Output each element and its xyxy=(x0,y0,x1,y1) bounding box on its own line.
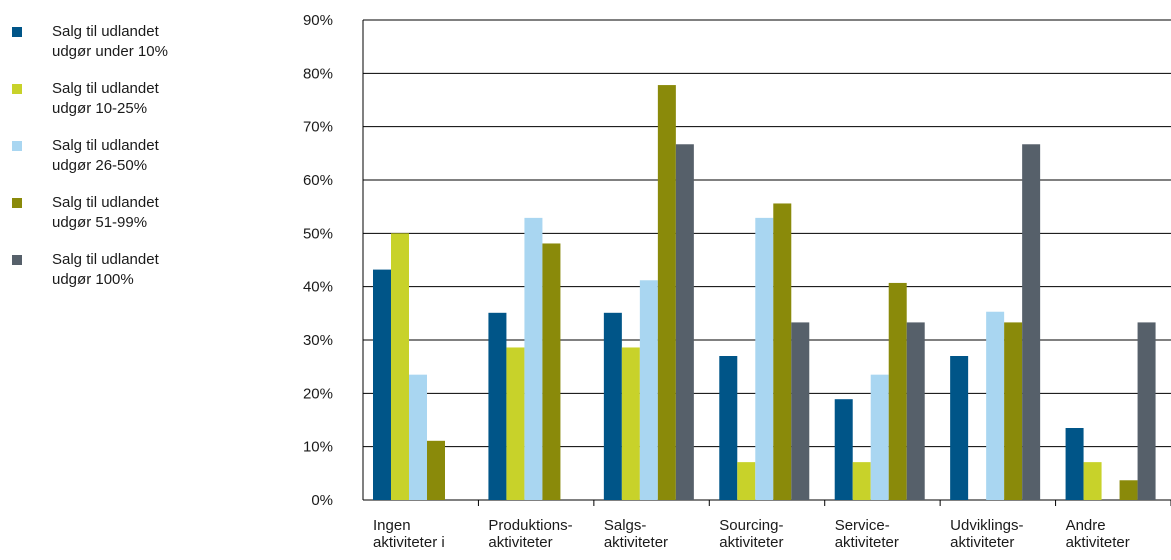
legend-item: Salg til udlandet udgør 26-50% xyxy=(12,136,242,176)
bar-series-3 xyxy=(870,374,889,500)
x-tick-label: aktiviteter i xyxy=(373,534,445,551)
x-tick-label: aktiviteter xyxy=(719,534,783,551)
legend-label: Salg til udlandet udgør 51-99% xyxy=(52,194,159,231)
y-tick-label: 40% xyxy=(303,279,333,296)
bar-series-3 xyxy=(524,217,543,500)
legend-item: Salg til udlandet udgør under 10% xyxy=(12,22,242,62)
chart-legend: Salg til udlandet udgør under 10% Salg ti… xyxy=(12,22,242,307)
bar-series-2 xyxy=(737,462,756,500)
y-tick-label: 80% xyxy=(303,65,333,82)
x-tick-label: aktiviteter xyxy=(950,534,1014,551)
x-tick-label: aktiviteter xyxy=(604,534,668,551)
legend-label: Salg til udlandet udgør 10-25% xyxy=(52,80,159,117)
bar-series-3 xyxy=(986,311,1005,500)
bar-series-3 xyxy=(639,280,658,500)
bar-series-1 xyxy=(603,312,622,500)
bar-series-4 xyxy=(657,85,676,501)
x-tick-label: Andre xyxy=(1066,517,1106,534)
bar-series-1 xyxy=(950,356,969,500)
bar-series-4 xyxy=(1119,480,1138,500)
bar-series-2 xyxy=(391,233,409,501)
y-tick-label: 50% xyxy=(303,225,333,242)
x-tick-label: Udviklings- xyxy=(950,517,1023,534)
y-tick-label: 20% xyxy=(303,385,333,402)
bar-series-3 xyxy=(409,374,427,500)
x-tick-label: Ingen xyxy=(373,517,411,534)
legend-swatch xyxy=(12,84,22,94)
legend-swatch xyxy=(12,255,22,265)
legend-swatch xyxy=(12,198,22,208)
bar-series-2 xyxy=(852,462,871,500)
y-tick-label: 90% xyxy=(303,12,333,29)
bar-series-1 xyxy=(373,269,391,500)
bar-series-4 xyxy=(542,243,561,500)
x-tick-label: Sourcing- xyxy=(719,517,783,534)
bar-series-1 xyxy=(834,399,853,500)
x-tick-label: Produktions- xyxy=(488,517,572,534)
x-tick-label: Salgs- xyxy=(604,517,647,534)
x-tick-label: aktiviteter xyxy=(1066,534,1130,551)
legend-label: Salg til udlandet udgør 100% xyxy=(52,251,159,288)
bar-series-2 xyxy=(1083,462,1102,500)
x-tick-label: Service- xyxy=(835,517,890,534)
bar-series-4 xyxy=(888,282,907,500)
legend-swatch xyxy=(12,27,22,37)
bar-series-1 xyxy=(1065,428,1084,500)
y-tick-label: 10% xyxy=(303,439,333,456)
bar-series-5 xyxy=(1022,144,1041,500)
legend-item: Salg til udlandet udgør 51-99% xyxy=(12,193,242,233)
bar-series-2 xyxy=(506,347,525,500)
bar-series-4 xyxy=(427,440,445,500)
legend-swatch xyxy=(12,141,22,151)
bar-series-5 xyxy=(906,322,925,500)
legend-item: Salg til udlandet udgør 100% xyxy=(12,250,242,290)
bar-series-3 xyxy=(755,217,774,500)
y-tick-label: 30% xyxy=(303,332,333,349)
legend-label: Salg til udlandet udgør 26-50% xyxy=(52,137,159,174)
legend-item: Salg til udlandet udgør 10-25% xyxy=(12,79,242,119)
legend-label: Salg til udlandet udgør under 10% xyxy=(52,23,168,60)
bar-series-4 xyxy=(1004,322,1023,500)
bar-series-4 xyxy=(773,203,792,500)
bar-series-5 xyxy=(791,322,810,500)
y-tick-label: 60% xyxy=(303,172,333,189)
bar-series-1 xyxy=(719,356,738,500)
y-tick-label: 0% xyxy=(311,492,333,509)
x-tick-label: aktiviteter xyxy=(835,534,899,551)
y-tick-label: 70% xyxy=(303,119,333,136)
bar-series-2 xyxy=(621,347,640,500)
bar-series-5 xyxy=(675,144,694,500)
bar-series-1 xyxy=(488,312,507,500)
bar-series-5 xyxy=(1137,322,1156,500)
x-tick-label: aktiviteter xyxy=(488,534,552,551)
